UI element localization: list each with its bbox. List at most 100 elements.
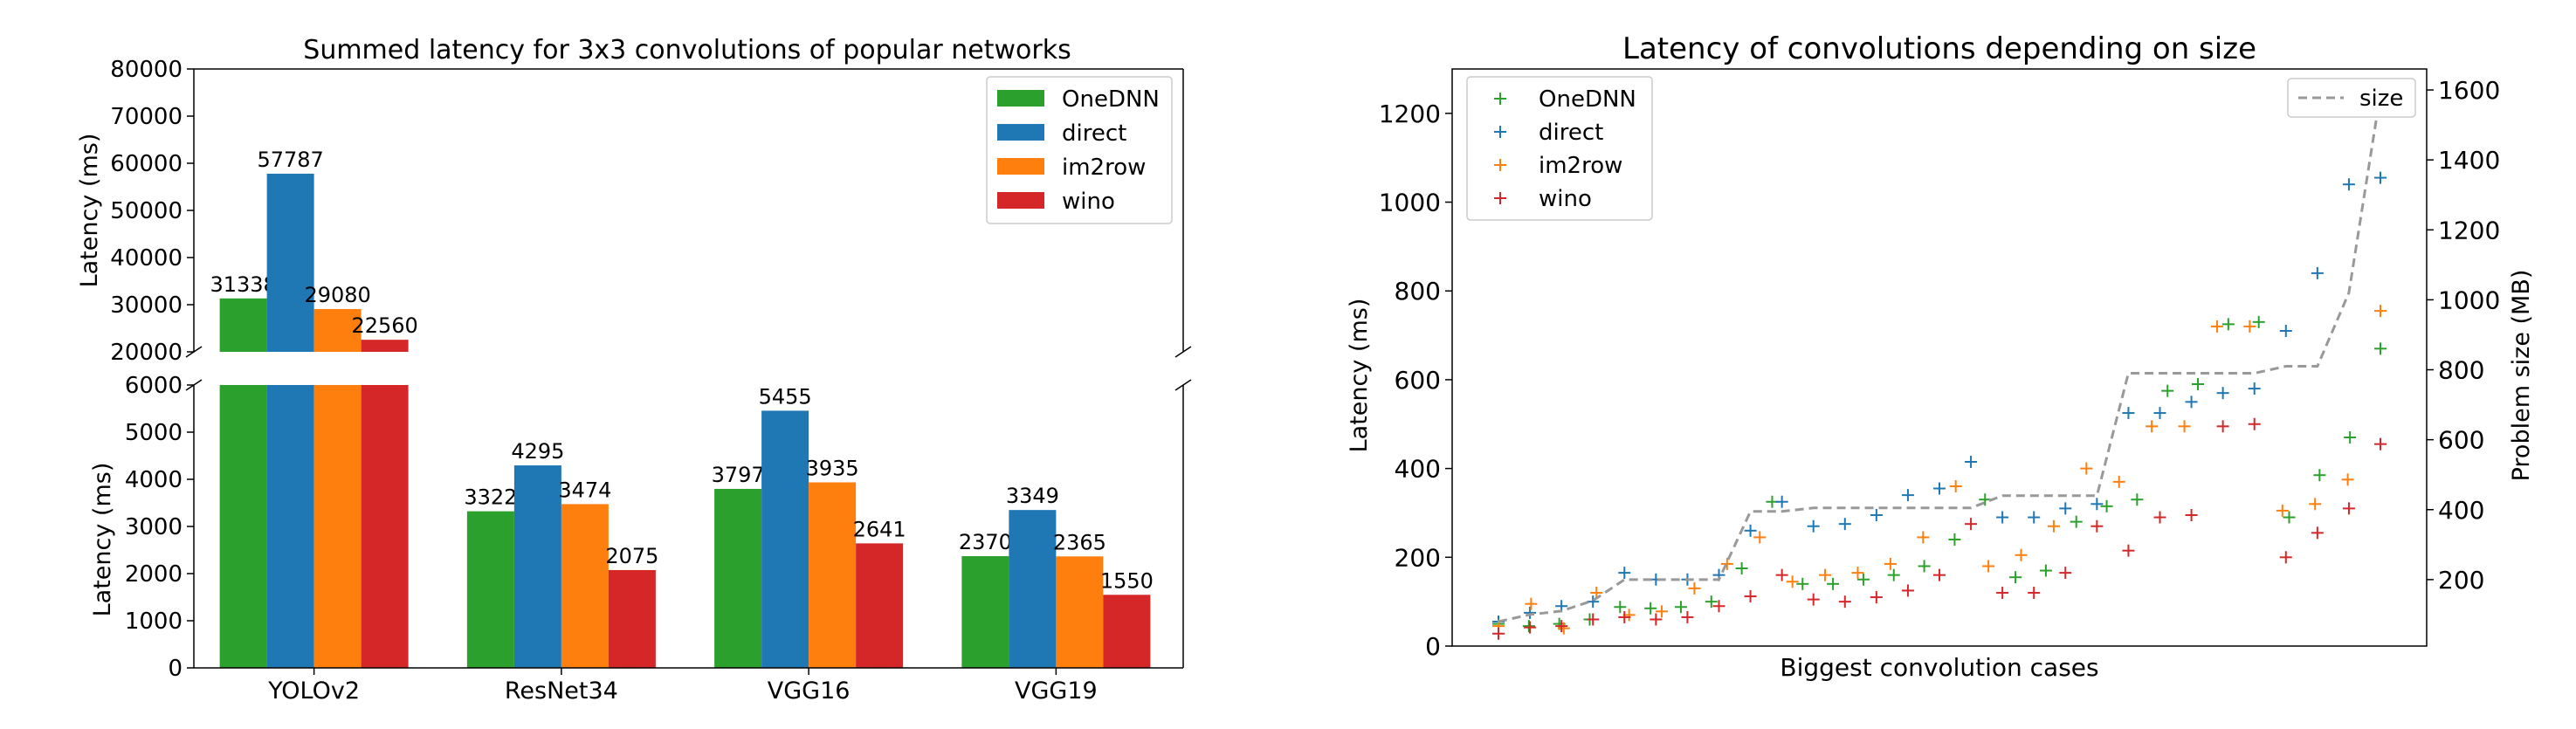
y2-tick-label: 1000 <box>2438 285 2500 314</box>
scatter-chart-y2label: Problem size (MB) <box>2508 270 2535 482</box>
point-OneDNN <box>2009 571 2022 584</box>
bar-value-label: 29080 <box>304 283 370 307</box>
bar-OneDNN-VGG19-lower <box>961 556 1009 668</box>
point-wino <box>1650 613 1663 626</box>
bar-value-label: 4295 <box>511 439 564 464</box>
point-wino <box>2342 502 2355 515</box>
point-wino <box>2374 437 2387 450</box>
bar-value-label: 3797 <box>712 463 765 487</box>
legend-swatch-im2row <box>997 158 1044 175</box>
point-wino <box>1492 627 1505 640</box>
bar-wino-ResNet34-lower <box>608 569 656 668</box>
x-tick-label-VGG19: VGG19 <box>1015 677 1098 705</box>
bar-value-label: 2370 <box>959 530 1012 554</box>
bar-wino-YOLOv2-lower <box>361 385 409 668</box>
point-OneDNN <box>2100 499 2113 512</box>
point-OneDNN <box>1735 562 1748 575</box>
point-OneDNN <box>2313 469 2326 482</box>
legend-label-direct: direct <box>1062 120 1126 147</box>
legend-marker-direct <box>1494 126 1506 138</box>
point-direct <box>2059 502 2072 515</box>
y-tick-label: 1200 <box>1379 100 1441 128</box>
point-OneDNN <box>1796 577 1809 590</box>
point-wino <box>1901 584 1914 597</box>
bar-value-label: 31338 <box>210 272 276 297</box>
size-line <box>1498 93 2382 623</box>
axis-break-mark <box>1174 379 1192 391</box>
legend-label-im2row: im2row <box>1539 153 1622 179</box>
point-OneDNN <box>2070 515 2083 528</box>
bar-im2row-VGG19-lower <box>1056 556 1104 668</box>
x-tick-label-ResNet34: ResNet34 <box>505 677 618 705</box>
legend-label-im2row: im2row <box>1062 155 1146 181</box>
y-tick-label: 20000 <box>110 340 183 366</box>
y2-tick-label: 200 <box>2438 566 2484 595</box>
bar-value-label: 2641 <box>853 517 906 541</box>
scatter-chart-legend: OneDNN direct im2row wino <box>1466 76 1653 221</box>
bar-direct-YOLOv2-lower <box>266 385 314 668</box>
bar-wino-VGG16-lower <box>856 543 904 668</box>
point-OneDNN <box>1522 620 1535 633</box>
point-direct <box>2028 511 2041 524</box>
point-OneDNN <box>1948 533 1961 546</box>
y-tick-label: 5000 <box>125 420 183 446</box>
point-im2row <box>1884 557 1897 570</box>
point-OneDNN <box>1674 601 1687 614</box>
y-tick-label: 600 <box>1395 366 1441 395</box>
point-direct <box>2216 387 2229 400</box>
point-wino <box>1838 595 1851 609</box>
y2-tick-label: 1400 <box>2438 146 2500 175</box>
point-wino <box>2279 551 2292 564</box>
bar-chart-title: Summed latency for 3x3 convolutions of p… <box>303 35 1071 65</box>
point-wino <box>1744 590 1757 603</box>
legend-swatch-OneDNN <box>997 90 1044 107</box>
y2-tick-label: 400 <box>2438 496 2484 525</box>
scatter-chart: Latency of convolutions depending on siz… <box>1346 31 2535 682</box>
point-im2row <box>2112 475 2125 488</box>
bar-OneDNN-YOLOv2-lower <box>219 385 267 668</box>
point-direct <box>1807 519 1820 533</box>
point-wino <box>1712 600 1725 613</box>
legend-swatch-wino <box>997 192 1044 209</box>
point-direct <box>2374 171 2387 184</box>
point-im2row <box>1688 581 1701 595</box>
point-im2row <box>1786 575 1799 588</box>
point-OneDNN <box>1705 595 1718 609</box>
bar-direct-YOLOv2-upper <box>266 173 314 352</box>
point-OneDNN <box>2374 342 2387 355</box>
point-im2row <box>1525 597 1538 610</box>
point-direct <box>1838 518 1851 531</box>
axis-break-mark <box>1174 346 1192 358</box>
point-direct <box>2342 178 2355 191</box>
point-direct <box>2311 266 2324 279</box>
y2-tick-label: 1200 <box>2438 216 2500 244</box>
bar-value-label: 3474 <box>558 478 611 502</box>
point-im2row <box>1949 479 1962 492</box>
bar-chart-legend: OneDNN direct im2row wino <box>986 76 1173 224</box>
legend-box <box>1466 76 1653 221</box>
y-tick-label: 70000 <box>110 104 183 130</box>
plot-frame <box>1451 68 2428 647</box>
point-wino <box>1996 586 2009 599</box>
point-wino <box>2090 519 2104 533</box>
point-im2row <box>1720 557 1733 570</box>
point-direct <box>1524 606 1537 619</box>
point-OneDNN <box>2283 511 2296 524</box>
legend-label-OneDNN: OneDNN <box>1539 86 1636 113</box>
legend-label-direct: direct <box>1539 120 1603 146</box>
bar-im2row-YOLOv2-lower <box>313 385 362 668</box>
point-wino <box>1933 568 1946 581</box>
bar-value-label: 3322 <box>464 485 517 510</box>
point-direct <box>1775 495 1788 508</box>
bar-chart: Summed latency for 3x3 convolutions of p… <box>76 35 1192 705</box>
bar-direct-VGG19-lower <box>1009 510 1057 668</box>
point-direct <box>1618 567 1631 580</box>
scatter-chart-ylabel: Latency (ms) <box>1346 299 1373 453</box>
x-tick-label-YOLOv2: YOLOv2 <box>267 677 360 705</box>
point-OneDNN <box>2344 431 2357 444</box>
point-direct <box>1587 595 1600 609</box>
bar-value-label: 3349 <box>1006 484 1059 508</box>
point-direct <box>2185 395 2198 409</box>
point-im2row <box>1753 531 1767 544</box>
